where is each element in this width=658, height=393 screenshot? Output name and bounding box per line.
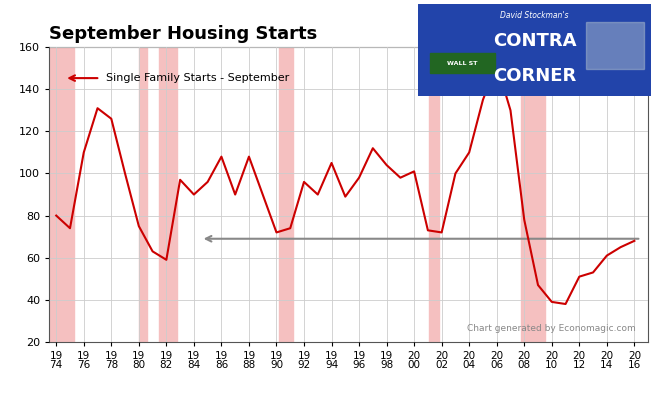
Bar xyxy=(522,47,545,342)
Text: CORNER: CORNER xyxy=(493,67,576,85)
Text: David Stockman's: David Stockman's xyxy=(500,11,569,20)
Bar xyxy=(159,47,178,342)
Text: Chart generated by Economagic.com: Chart generated by Economagic.com xyxy=(467,324,636,333)
Bar xyxy=(429,47,439,342)
Text: Single Family Starts - September: Single Family Starts - September xyxy=(106,73,290,83)
Bar xyxy=(586,22,644,68)
Bar xyxy=(279,47,293,342)
Bar xyxy=(430,53,495,73)
Bar xyxy=(49,47,74,342)
Bar xyxy=(139,47,147,342)
Text: September Housing Starts: September Housing Starts xyxy=(49,25,318,43)
Text: WALL ST: WALL ST xyxy=(447,61,478,66)
Text: CONTRA: CONTRA xyxy=(493,32,576,50)
